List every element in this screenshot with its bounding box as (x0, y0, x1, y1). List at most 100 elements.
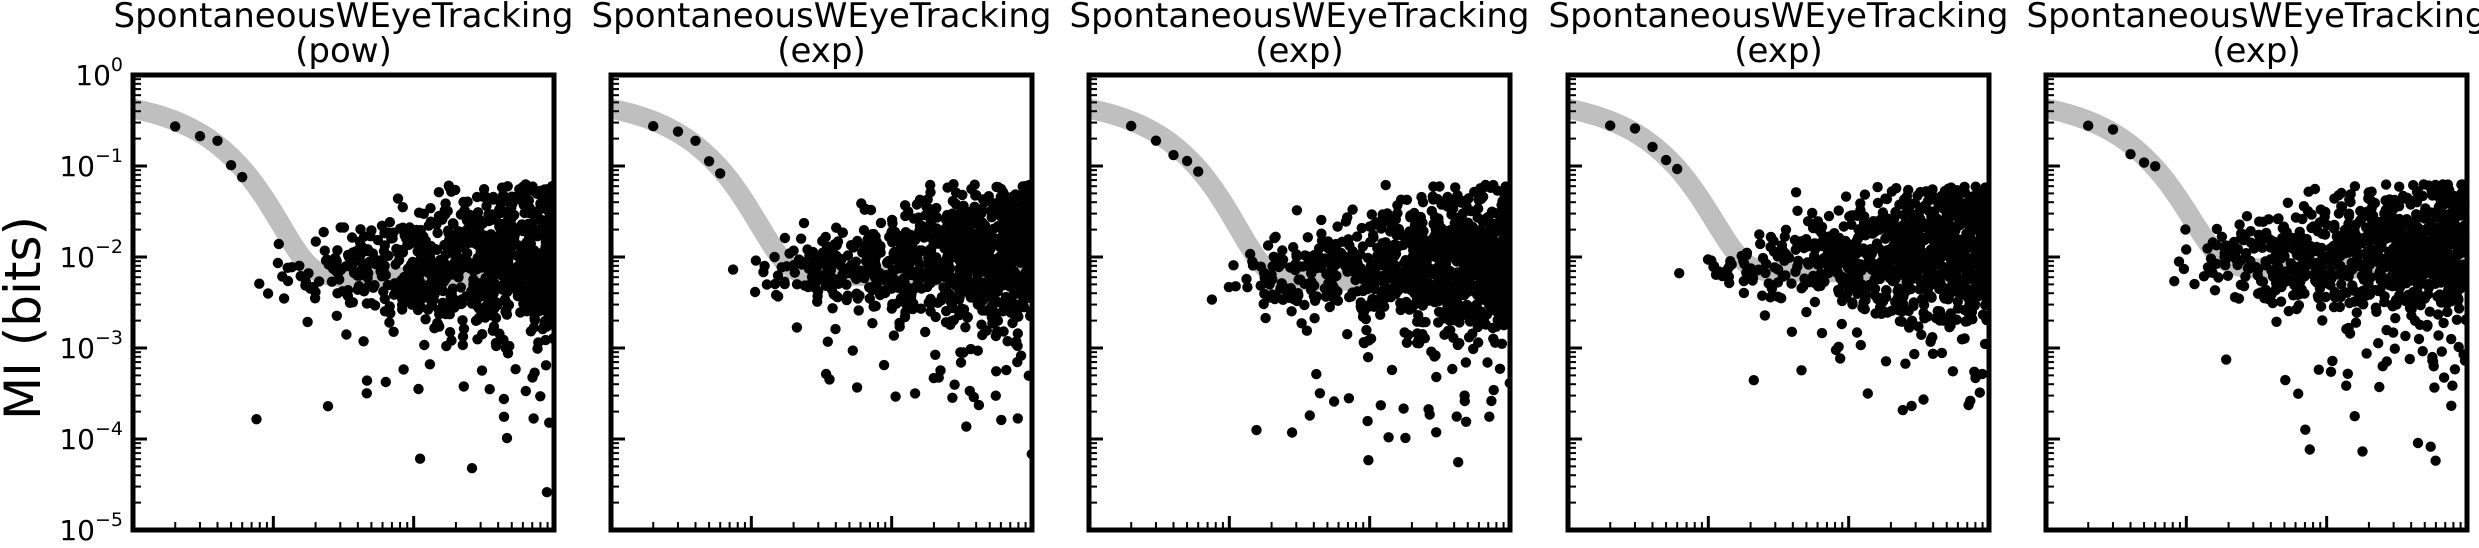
data-point (1929, 270, 1940, 281)
data-point (2421, 321, 2433, 332)
data-point (1433, 306, 1445, 317)
data-point (2340, 232, 2352, 244)
data-point (924, 267, 936, 278)
data-point (990, 330, 1002, 342)
data-point (524, 203, 536, 214)
data-point (508, 234, 520, 245)
data-point (911, 199, 923, 210)
y-tick-exponent: −3 (95, 327, 123, 349)
data-point (502, 181, 513, 192)
data-point (1491, 321, 1502, 332)
data-point (1872, 197, 1884, 209)
data-point (472, 207, 484, 218)
data-point (482, 291, 494, 302)
data-point (1736, 250, 1747, 262)
data-point (2308, 221, 2319, 232)
data-point (1916, 274, 1927, 285)
data-point (2204, 267, 2215, 278)
data-point (865, 204, 877, 216)
axes-frame (1086, 72, 1513, 533)
data-point (821, 241, 833, 252)
data-point (2420, 290, 2432, 302)
data-point (456, 298, 468, 309)
data-point (1362, 252, 1374, 264)
data-point (2341, 287, 2353, 298)
data-point (1859, 189, 1871, 200)
data-point (2316, 242, 2327, 254)
data-point (871, 273, 882, 284)
data-point (1702, 254, 1714, 265)
data-point (1416, 245, 1428, 256)
data-point (358, 336, 369, 347)
data-point (1879, 269, 1890, 280)
data-point (2361, 206, 2373, 217)
data-point (772, 270, 784, 281)
data-point (1459, 395, 1471, 407)
data-point (1869, 283, 1881, 294)
data-point (1883, 261, 1894, 273)
data-point (928, 239, 939, 250)
data-point (414, 453, 426, 464)
data-point (2434, 209, 2446, 220)
data-point (488, 321, 500, 332)
data-point (1477, 191, 1489, 202)
data-point (378, 259, 389, 270)
data-point (727, 264, 739, 275)
data-point (415, 253, 427, 264)
data-point (361, 388, 372, 399)
data-point (543, 248, 554, 260)
panel-title: SpontaneousWEyeTracking (592, 0, 1052, 36)
data-point (803, 263, 815, 274)
data-point (1393, 223, 1405, 235)
data-point (1921, 222, 1932, 233)
data-point (2449, 249, 2461, 260)
data-point (1760, 258, 1772, 269)
axes-frame (2043, 72, 2470, 533)
data-point (1747, 275, 1758, 286)
data-point (2232, 243, 2244, 255)
data-point (272, 257, 284, 269)
data-point (1943, 215, 1954, 226)
data-point (1906, 400, 1917, 412)
data-point (1291, 249, 1302, 260)
data-point (1909, 348, 1920, 360)
data-point (481, 200, 492, 212)
data-point (847, 345, 858, 356)
data-point (432, 227, 443, 239)
data-point (2424, 306, 2435, 317)
data-point (237, 171, 248, 183)
data-point (920, 210, 931, 221)
data-point (2397, 256, 2408, 268)
panel-1: SpontaneousWEyeTracking(pow)10010−110−21… (59, 0, 573, 547)
data-point (1309, 313, 1320, 324)
data-point (1849, 278, 1861, 290)
data-point (2374, 381, 2385, 393)
data-point (897, 285, 909, 296)
data-point (528, 413, 539, 424)
data-point (1900, 358, 1911, 369)
data-point (2205, 253, 2217, 264)
data-point (1941, 269, 1953, 281)
data-point (361, 298, 373, 309)
data-point (1392, 200, 1403, 211)
data-point (930, 349, 941, 360)
data-point (1741, 267, 1752, 278)
data-point (914, 266, 925, 277)
data-point (2232, 259, 2243, 271)
data-point (402, 240, 413, 251)
plot-area (611, 98, 1032, 460)
data-point (1342, 329, 1353, 340)
data-point (867, 318, 878, 329)
data-point (986, 301, 997, 312)
data-point (2329, 286, 2340, 298)
data-point (878, 359, 890, 371)
data-point (934, 257, 945, 268)
data-point (925, 217, 936, 228)
data-point (935, 295, 947, 306)
data-point (1493, 240, 1504, 252)
data-point (433, 210, 445, 222)
data-point (2273, 262, 2284, 274)
data-point (2370, 215, 2381, 227)
data-point (2417, 346, 2428, 357)
data-point (358, 265, 370, 276)
